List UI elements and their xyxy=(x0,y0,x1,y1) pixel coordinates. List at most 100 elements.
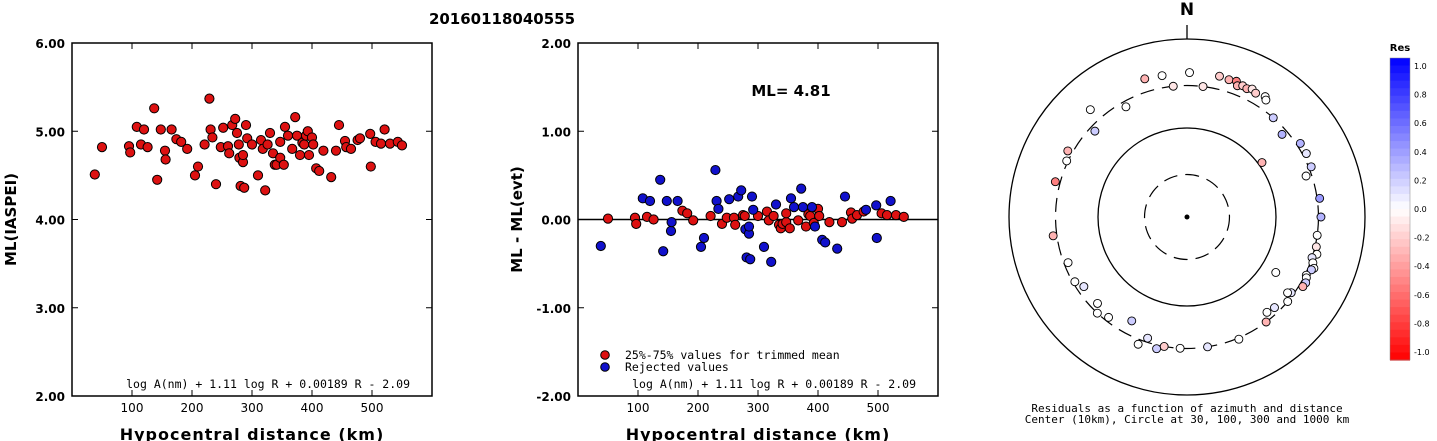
colorbar-tick-label: 0.2 xyxy=(1414,176,1427,185)
data-point xyxy=(318,145,329,156)
colorbar-segment xyxy=(1390,246,1410,255)
station-residual-point xyxy=(1157,71,1167,81)
data-point xyxy=(644,195,656,207)
y-tick-label: -2.00 xyxy=(536,390,571,404)
station-residual-point xyxy=(1140,74,1150,84)
data-point xyxy=(739,210,750,222)
data-point xyxy=(871,232,882,244)
data-point xyxy=(204,93,215,104)
station-residual-point xyxy=(1295,138,1305,148)
station-residual-point xyxy=(1070,277,1080,287)
data-point xyxy=(314,165,325,177)
data-point xyxy=(176,136,187,147)
colorbar-segment xyxy=(1390,276,1410,286)
data-point xyxy=(189,170,201,181)
data-point xyxy=(736,185,747,196)
data-point xyxy=(290,112,301,123)
colorbar-segment xyxy=(1390,307,1410,316)
data-point xyxy=(666,217,677,228)
data-point xyxy=(661,195,672,207)
data-point xyxy=(768,210,779,222)
data-point xyxy=(166,124,177,135)
data-point xyxy=(746,191,758,202)
data-point xyxy=(860,204,872,215)
data-point xyxy=(199,139,210,150)
data-point xyxy=(207,132,218,143)
data-point xyxy=(809,221,821,232)
colorbar-segment xyxy=(1390,163,1410,172)
data-point xyxy=(182,143,193,154)
y-tick-label: 6.00 xyxy=(35,37,65,51)
colorbar-tick-label: -0.2 xyxy=(1414,234,1430,243)
data-point xyxy=(871,200,882,211)
x-tick-label: 100 xyxy=(121,401,144,415)
y-axis-label: ML - ML(evt) xyxy=(508,166,526,272)
data-point xyxy=(824,217,835,228)
data-point xyxy=(160,154,171,165)
colorbar-segment xyxy=(1390,193,1410,203)
data-point xyxy=(279,121,291,132)
ml-vs-distance-chart: 100 200 300 400 500 2.00 3.00 4.00 5.00 6.00 Hypoc… xyxy=(2,37,433,441)
colorbar-segment xyxy=(1390,178,1410,187)
data-point xyxy=(781,208,792,219)
data-point xyxy=(655,174,666,185)
x-tick-label: 300 xyxy=(747,401,770,415)
colorbar-tick-label: -0.6 xyxy=(1414,291,1430,300)
y-tick-label: 0.00 xyxy=(541,214,571,228)
y-axis-label: ML(IASPEI) xyxy=(2,173,20,266)
station-residual-point xyxy=(1257,158,1267,167)
data-point xyxy=(299,139,310,150)
colorbar-segment xyxy=(1390,329,1410,338)
data-point xyxy=(210,179,222,190)
y-tick-label: 4.00 xyxy=(35,214,65,228)
colorbar-segment xyxy=(1390,239,1410,248)
data-point xyxy=(365,161,376,172)
data-point xyxy=(218,122,229,133)
colorbar-segment xyxy=(1390,344,1410,354)
data-point xyxy=(710,164,721,176)
data-point xyxy=(89,169,100,180)
colorbar-frame xyxy=(1389,57,1411,361)
circle-100km xyxy=(1097,127,1277,307)
station-residual-point xyxy=(1085,105,1095,115)
station-residual-point xyxy=(1175,343,1185,353)
station-residual-point xyxy=(1283,288,1293,298)
station-residual-point xyxy=(1079,282,1089,292)
station-residual-point xyxy=(1306,265,1316,275)
colorbar-segment xyxy=(1390,88,1410,97)
data-point xyxy=(230,113,241,124)
x-tick-label: 500 xyxy=(361,401,384,415)
plot-frame xyxy=(71,42,433,397)
colorbar-tick-label: -0.8 xyxy=(1414,319,1430,328)
data-point xyxy=(159,145,171,156)
data-point xyxy=(152,174,163,185)
colorbar-segment xyxy=(1390,73,1410,82)
y-tick-label: 2.00 xyxy=(35,390,65,404)
colorbar-segment xyxy=(1390,322,1410,331)
station-residual-point xyxy=(1048,231,1058,241)
colorbar-segment xyxy=(1390,186,1410,195)
colorbar-tick-label: 0.4 xyxy=(1414,148,1427,157)
station-residual-point xyxy=(1143,333,1153,343)
data-point xyxy=(724,194,735,205)
data-point xyxy=(839,191,851,202)
data-point xyxy=(665,225,677,237)
x-tick-label: 500 xyxy=(867,401,890,415)
data-point xyxy=(326,172,337,183)
y-tick-label: 3.00 xyxy=(35,302,65,316)
data-point xyxy=(260,185,271,196)
data-point xyxy=(784,223,795,234)
data-point xyxy=(745,254,756,265)
data-point xyxy=(793,215,804,226)
station-residual-point xyxy=(1301,149,1311,159)
colorbar-segment xyxy=(1390,299,1410,308)
data-point xyxy=(142,142,153,153)
colorbar-segment xyxy=(1390,254,1410,263)
data-point xyxy=(602,213,614,224)
station-residual-point xyxy=(1261,95,1271,105)
station-residual-point xyxy=(1168,81,1178,91)
data-point xyxy=(898,211,909,222)
station-residual-point xyxy=(1283,297,1293,306)
data-point xyxy=(885,195,896,207)
data-point xyxy=(96,142,108,153)
